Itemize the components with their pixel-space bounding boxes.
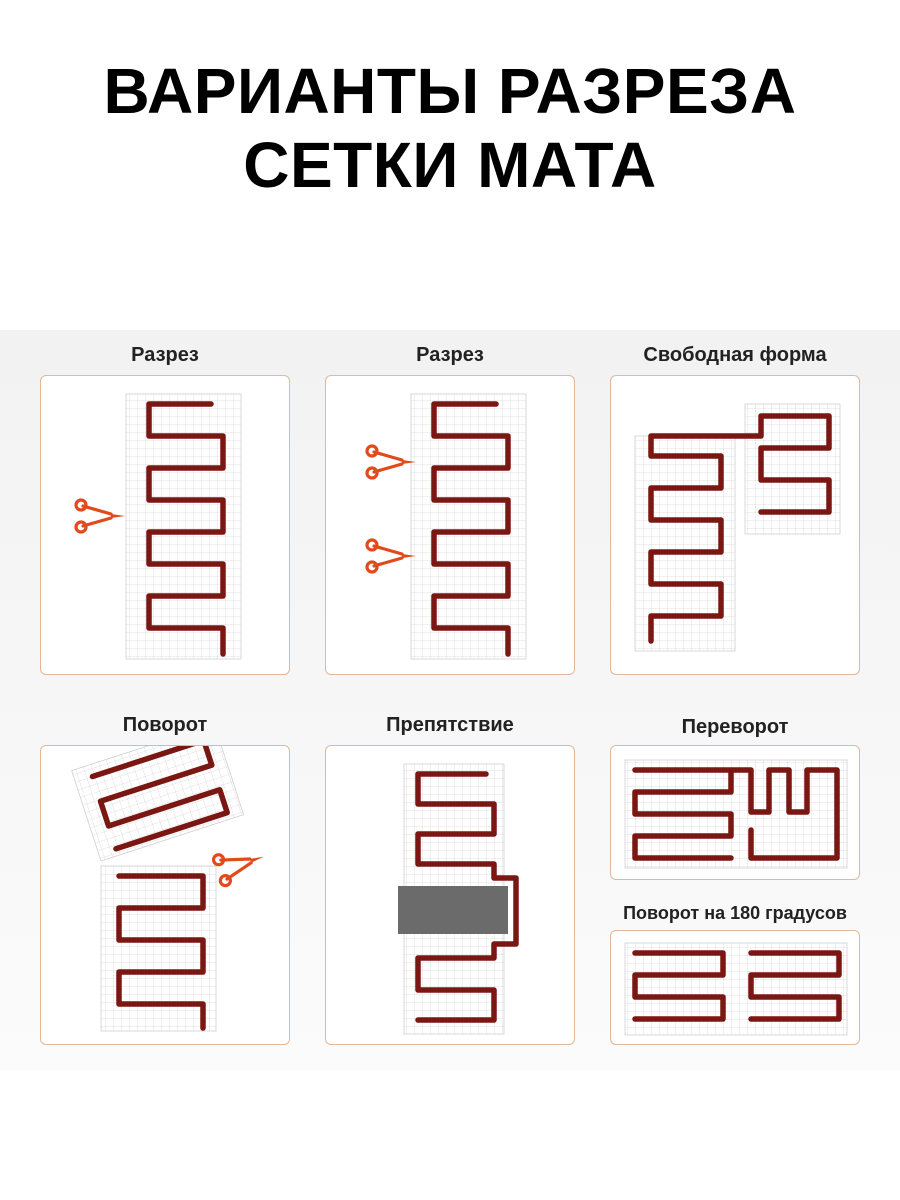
title-line-2: СЕТКИ МАТА <box>0 129 900 203</box>
panel-freeform: Свободная форма <box>610 375 860 675</box>
panel-obstacle: Препятствие <box>325 745 575 1045</box>
diagram-rotate-180 <box>611 931 861 1046</box>
panel-label: Переворот <box>611 716 859 739</box>
panel-flip: Переворот <box>610 745 860 880</box>
page-title: ВАРИАНТЫ РАЗРЕЗА СЕТКИ МАТА <box>0 55 900 202</box>
panel-cut-2: Разрез <box>325 375 575 675</box>
diagram-cut-2 <box>326 376 576 676</box>
page: ВАРИАНТЫ РАЗРЕЗА СЕТКИ МАТА Разрез <box>0 0 900 1200</box>
panel-cut-1: Разрез <box>40 375 290 675</box>
diagram-freeform <box>611 376 861 676</box>
panel-rotate-180: Поворот на 180 градусов <box>610 930 860 1045</box>
panel-label: Поворот <box>41 714 289 737</box>
diagram-cut-1 <box>41 376 291 676</box>
panel-label: Разрез <box>41 344 289 367</box>
panel-label: Разрез <box>326 344 574 367</box>
panel-label: Поворот на 180 градусов <box>611 903 859 924</box>
panel-area: Разрез Разрез Свободная форма Поворот Пр… <box>0 330 900 1070</box>
diagram-rotate <box>41 746 291 1046</box>
panel-label: Свободная форма <box>611 344 859 367</box>
panel-label: Препятствие <box>326 714 574 737</box>
diagram-obstacle <box>326 746 576 1046</box>
title-line-1: ВАРИАНТЫ РАЗРЕЗА <box>0 55 900 129</box>
panel-rotate: Поворот <box>40 745 290 1045</box>
diagram-flip <box>611 746 861 881</box>
